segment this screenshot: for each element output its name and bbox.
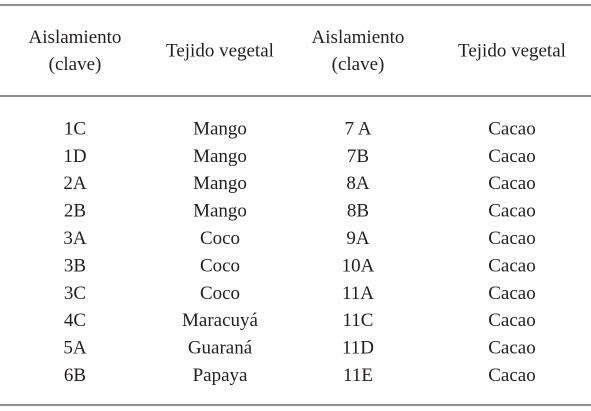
- cell: 8A: [346, 173, 370, 194]
- cell: 5A: [63, 338, 87, 359]
- cell: 1C: [64, 118, 86, 139]
- cell: Cacao: [488, 118, 535, 139]
- header-cell: Aislamiento: [29, 27, 122, 48]
- header-cell: (clave): [49, 54, 102, 75]
- cell: Cacao: [488, 146, 535, 167]
- cell: 2A: [63, 173, 87, 194]
- cell: 7 A: [345, 118, 372, 139]
- cell: 2B: [64, 201, 86, 222]
- cell: Cacao: [488, 255, 535, 276]
- header-cell: Aislamiento: [312, 27, 405, 48]
- cell: Cacao: [488, 310, 535, 331]
- cell: Cacao: [488, 338, 535, 359]
- cell: Cacao: [488, 228, 535, 249]
- cell: 9A: [346, 228, 370, 249]
- cell: Cacao: [488, 201, 535, 222]
- cell: 11E: [343, 365, 373, 386]
- cell: 3C: [64, 283, 86, 304]
- cell: Mango: [193, 146, 247, 167]
- cell: 10A: [342, 255, 375, 276]
- cell: Mango: [193, 173, 247, 194]
- cell: Maracuyá: [182, 310, 259, 331]
- cell: Guaraná: [188, 338, 253, 359]
- cell: Mango: [193, 118, 247, 139]
- cell: 3A: [63, 228, 87, 249]
- cell: Coco: [200, 283, 240, 304]
- cell: Cacao: [488, 365, 535, 386]
- cell: Cacao: [488, 173, 535, 194]
- cell: 3B: [64, 255, 86, 276]
- cell: 4C: [64, 310, 86, 331]
- cell: 6B: [64, 365, 86, 386]
- cell: 11A: [342, 283, 374, 304]
- cell: Papaya: [193, 365, 248, 386]
- header-cell: Tejido vegetal: [166, 40, 274, 61]
- cell: Coco: [200, 255, 240, 276]
- header-cell: Tejido vegetal: [458, 40, 566, 61]
- cell: Mango: [193, 201, 247, 222]
- cell: Coco: [200, 228, 240, 249]
- cell: 7B: [347, 146, 369, 167]
- header-cell: (clave): [332, 54, 385, 75]
- cell: Cacao: [488, 283, 535, 304]
- cell: 8B: [347, 201, 369, 222]
- cell: 11C: [343, 310, 374, 331]
- cell: 11D: [342, 338, 374, 359]
- cell: 1D: [63, 146, 86, 167]
